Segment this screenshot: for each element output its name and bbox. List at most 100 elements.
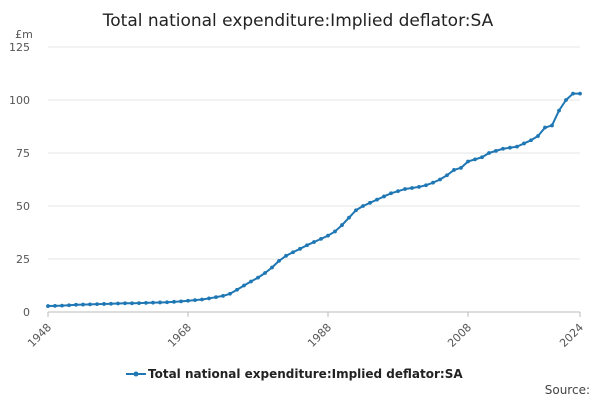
data-point[interactable] xyxy=(354,208,358,213)
data-point[interactable] xyxy=(536,134,540,138)
data-point[interactable] xyxy=(186,298,190,303)
data-point[interactable] xyxy=(452,168,456,172)
y-tick-label: 0 xyxy=(23,306,30,319)
y-tick-label: 100 xyxy=(9,94,30,107)
data-point[interactable] xyxy=(578,91,582,96)
data-point[interactable] xyxy=(564,98,568,102)
y-tick-label: 50 xyxy=(16,200,30,213)
y-axis-ticks: 0 25 50 75 100 125 xyxy=(9,41,30,319)
data-point[interactable] xyxy=(158,300,162,305)
data-point[interactable] xyxy=(326,233,330,238)
data-point[interactable] xyxy=(361,204,365,208)
data-point[interactable] xyxy=(88,302,92,307)
data-point[interactable] xyxy=(200,297,204,302)
data-point[interactable] xyxy=(179,299,183,304)
data-point[interactable] xyxy=(501,146,505,151)
data-point[interactable] xyxy=(438,177,442,182)
data-point[interactable] xyxy=(494,148,498,153)
data-point[interactable] xyxy=(228,291,232,296)
data-point[interactable] xyxy=(214,295,218,300)
data-point[interactable] xyxy=(221,293,225,298)
data-point[interactable] xyxy=(123,301,127,306)
data-point[interactable] xyxy=(242,283,246,288)
legend[interactable]: Total national expenditure:Implied defla… xyxy=(126,367,463,381)
data-point[interactable] xyxy=(102,302,106,306)
data-point[interactable] xyxy=(571,91,575,96)
data-point[interactable] xyxy=(165,300,169,305)
series-line-0 xyxy=(47,92,581,308)
data-point[interactable] xyxy=(151,300,155,305)
data-point[interactable] xyxy=(130,301,134,306)
data-point[interactable] xyxy=(60,303,64,308)
data-point[interactable] xyxy=(284,253,288,258)
data-point[interactable] xyxy=(382,194,386,199)
data-point[interactable] xyxy=(543,125,547,130)
data-point[interactable] xyxy=(81,302,85,307)
x-tick-label: 1988 xyxy=(305,321,334,350)
data-point[interactable] xyxy=(389,191,393,196)
data-point[interactable] xyxy=(256,275,260,280)
data-point[interactable] xyxy=(431,180,435,185)
y-unit-label: £m xyxy=(15,28,33,41)
data-point[interactable] xyxy=(333,229,337,234)
data-point[interactable] xyxy=(347,215,351,220)
data-point[interactable] xyxy=(445,173,449,178)
x-axis-ticks: 1948 1968 1988 2008 2024 xyxy=(25,312,586,350)
data-point[interactable] xyxy=(305,243,309,248)
data-point[interactable] xyxy=(515,144,519,149)
y-tick-label: 125 xyxy=(9,41,30,54)
data-point[interactable] xyxy=(298,246,302,251)
data-point[interactable] xyxy=(235,287,239,292)
data-point[interactable] xyxy=(522,141,526,146)
gridlines xyxy=(48,46,580,313)
y-tick-label: 25 xyxy=(16,253,30,266)
data-point[interactable] xyxy=(109,301,113,306)
data-point[interactable] xyxy=(473,157,477,162)
data-point[interactable] xyxy=(487,151,491,155)
data-point[interactable] xyxy=(466,159,470,164)
data-point[interactable] xyxy=(193,298,197,303)
data-point[interactable] xyxy=(375,197,379,202)
data-point[interactable] xyxy=(74,302,78,307)
legend-label: Total national expenditure:Implied defla… xyxy=(148,367,463,381)
data-point[interactable] xyxy=(53,303,57,308)
data-point[interactable] xyxy=(529,138,533,143)
source-label: Source: xyxy=(545,383,590,397)
x-tick-label: 2024 xyxy=(557,321,586,350)
data-point[interactable] xyxy=(459,165,463,170)
data-point[interactable] xyxy=(312,240,316,244)
data-point[interactable] xyxy=(424,183,428,188)
data-point[interactable] xyxy=(368,200,372,205)
data-point[interactable] xyxy=(410,186,414,190)
data-point[interactable] xyxy=(270,265,274,270)
x-tick-label: 1968 xyxy=(165,321,194,350)
data-point[interactable] xyxy=(46,304,50,308)
data-point[interactable] xyxy=(417,185,421,189)
legend-marker-swatch xyxy=(133,371,139,377)
data-point[interactable] xyxy=(137,301,141,305)
x-tick-label: 2008 xyxy=(445,321,474,350)
x-tick-label: 1948 xyxy=(25,321,54,350)
data-point[interactable] xyxy=(207,296,211,301)
data-point[interactable] xyxy=(340,223,344,227)
data-point[interactable] xyxy=(67,303,71,308)
y-tick-label: 75 xyxy=(16,147,30,160)
data-point[interactable] xyxy=(403,187,407,191)
data-point[interactable] xyxy=(480,155,484,160)
data-point[interactable] xyxy=(172,299,176,304)
data-point[interactable] xyxy=(263,271,267,275)
chart-title: Total national expenditure:Implied defla… xyxy=(102,11,494,31)
data-point[interactable] xyxy=(396,189,400,194)
data-point[interactable] xyxy=(249,279,253,284)
data-point[interactable] xyxy=(550,123,554,128)
data-point[interactable] xyxy=(557,108,561,113)
series-layer xyxy=(46,91,582,308)
data-point[interactable] xyxy=(508,145,512,150)
data-point[interactable] xyxy=(116,301,120,306)
data-point[interactable] xyxy=(319,236,323,241)
data-point[interactable] xyxy=(277,259,281,263)
data-point[interactable] xyxy=(144,300,148,305)
data-point[interactable] xyxy=(95,302,99,307)
data-point[interactable] xyxy=(291,250,295,255)
